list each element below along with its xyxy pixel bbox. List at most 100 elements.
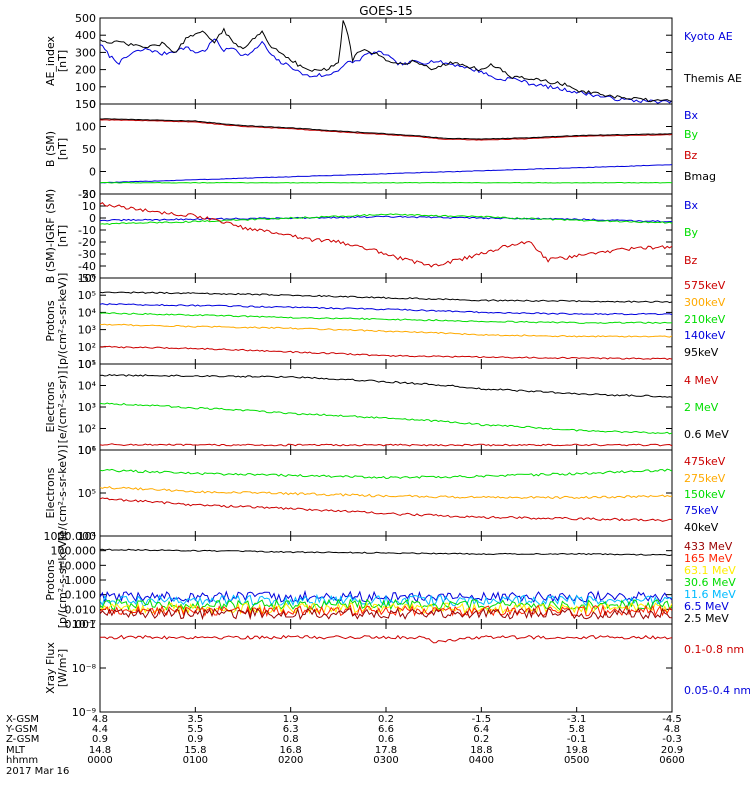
- legend-entry: 275keV: [684, 472, 726, 485]
- x-row-label: Z-GSM: [6, 734, 39, 745]
- series-line-475kev: [100, 497, 672, 522]
- x-row-value: 0500: [564, 755, 589, 766]
- y-tick-label: -20: [78, 236, 96, 249]
- x-row-value: 0600: [659, 755, 684, 766]
- legend-entry: 575keV: [684, 279, 726, 292]
- y-tick-label: 100.000: [51, 545, 97, 558]
- legend-entry: Bx: [684, 109, 699, 122]
- y-tick-label: 10⁻⁹: [72, 706, 96, 719]
- y-tick-label: 10.000: [58, 559, 97, 572]
- y-tick-label: -30: [78, 248, 96, 261]
- y-tick-label: 200: [75, 64, 96, 77]
- x-row-value: 5.5: [187, 724, 203, 735]
- series-group: [100, 373, 672, 447]
- y-axis-label: Xray Flux: [44, 642, 57, 694]
- x-row-label: MLT: [6, 745, 26, 756]
- x-row-value: 18.8: [470, 745, 492, 756]
- x-row-value: 14.8: [89, 745, 111, 756]
- y-tick-label: 0.010: [65, 603, 97, 616]
- x-row-value: 0300: [373, 755, 398, 766]
- series-line-210kev: [100, 312, 672, 324]
- x-row-value: 0.9: [92, 734, 108, 745]
- legend-entry: 475keV: [684, 455, 726, 468]
- panel-frame: [99, 277, 673, 365]
- series-line-bx: [100, 215, 672, 223]
- legend-entry: 2 MeV: [684, 401, 719, 414]
- x-row-value: 3.5: [187, 714, 203, 725]
- legend-entry: 30.6 MeV: [684, 576, 736, 589]
- legend-entry: 150keV: [684, 488, 726, 501]
- panel-xray: 10⁻⁹ 10⁻⁸ 10⁻⁷ Xray Flux [W/m²] 0.1-0.8 nm 0.0…: [44, 618, 750, 719]
- x-row-value: 0.2: [378, 714, 394, 725]
- series-group: [100, 468, 672, 522]
- y-tick-label: 10⁴: [78, 380, 97, 393]
- y-tick-label: 300: [75, 46, 96, 59]
- y-tick-label: 10⁴: [78, 530, 97, 543]
- panel-electrons_kev: 10⁴ 10⁵ 10⁶ Electrons [e/(cm²-s-sr-keV)] 475k…: [44, 444, 726, 543]
- x-row-value: -0.1: [567, 734, 587, 745]
- series-group: [100, 20, 672, 104]
- x-row-value: 4.8: [92, 714, 108, 725]
- y-axis-label: [p/(cm²-s-sr-keV)]: [56, 273, 69, 370]
- legend-entry: 2.5 MeV: [684, 612, 729, 625]
- legend-entry: Kyoto AE: [684, 30, 733, 43]
- panel-frame: [99, 103, 673, 195]
- series-group: [100, 548, 672, 621]
- y-tick-label: 10⁶: [78, 444, 97, 457]
- y-tick-label: 10¹: [78, 444, 96, 457]
- y-tick-label: 10⁵: [78, 358, 96, 371]
- y-tick-label: 10⁻⁸: [72, 662, 97, 675]
- series-group: [100, 634, 672, 644]
- x-row-value: -3.1: [567, 714, 587, 725]
- x-row-value: 6.4: [473, 724, 489, 735]
- x-row-value: 0.2: [473, 734, 489, 745]
- figure-title: GOES-15: [359, 4, 413, 18]
- x-row-label: Y-GSM: [5, 724, 38, 735]
- series-line-275kev: [100, 486, 672, 500]
- legend-entry: Bz: [684, 149, 698, 162]
- x-row-value: 4.8: [664, 724, 680, 735]
- series-line-bz: [100, 119, 672, 141]
- y-tick-label: 50: [82, 143, 96, 156]
- y-axis-label: B (SM)-IGRF (SM): [44, 189, 57, 283]
- panel-ae: 0 100 200 300 400 500 AE_index [nT] Kyoto AE Them…: [44, 12, 742, 111]
- series-line-95kev: [100, 291, 672, 304]
- series-line-0-1-0-8-nm: [100, 634, 672, 644]
- legend-entry: 40keV: [684, 521, 719, 534]
- x-row-value: 19.8: [566, 745, 588, 756]
- x-row-value: -4.5: [662, 714, 682, 725]
- series-line-433-mev: [100, 607, 672, 621]
- series-line-bx: [100, 164, 672, 184]
- y-axis-label: Electrons: [44, 467, 57, 518]
- series-line-by: [100, 213, 672, 226]
- date-label: 2017 Mar 16: [6, 766, 69, 777]
- x-row-value: 6.6: [378, 724, 394, 735]
- y-tick-label: 1.000: [65, 574, 97, 587]
- x-axis-table: X-GSM 4.8 3.5 1.9 0.2 -1.5 -3.1 -4.5 Y-GSM 4.4 5.5…: [5, 714, 685, 777]
- legend-entry: 0.6 MeV: [684, 428, 729, 441]
- legend-entry: 433 MeV: [684, 540, 733, 553]
- y-tick-label: 10³: [78, 324, 96, 337]
- y-tick-label: 10¹: [78, 358, 96, 371]
- y-tick-label: 10²: [78, 423, 96, 436]
- x-row-value: 0100: [183, 755, 208, 766]
- series-group: [100, 291, 672, 360]
- legend-entry: 300keV: [684, 296, 726, 309]
- y-tick-label: 10⁴: [78, 306, 97, 319]
- y-axis-label: Protons: [44, 559, 57, 600]
- series-line-2-mev: [100, 402, 672, 435]
- y-tick-label: 100: [75, 121, 96, 134]
- x-row-value: 17.8: [375, 745, 397, 756]
- y-tick-label: 10⁻⁷: [72, 618, 96, 631]
- series-line-kyoto-ae: [100, 38, 672, 104]
- x-row-value: 0.6: [378, 734, 394, 745]
- y-tick-label: 100: [75, 81, 96, 94]
- y-tick-label: 0: [89, 212, 96, 225]
- series-group: [100, 202, 672, 268]
- x-row-value: 0.8: [283, 734, 299, 745]
- legend-entry: 140keV: [684, 329, 726, 342]
- panel-frame: [99, 449, 673, 537]
- y-tick-label: 10⁵: [78, 289, 96, 302]
- legend-entry: 0.05-0.4 nm: [684, 684, 750, 697]
